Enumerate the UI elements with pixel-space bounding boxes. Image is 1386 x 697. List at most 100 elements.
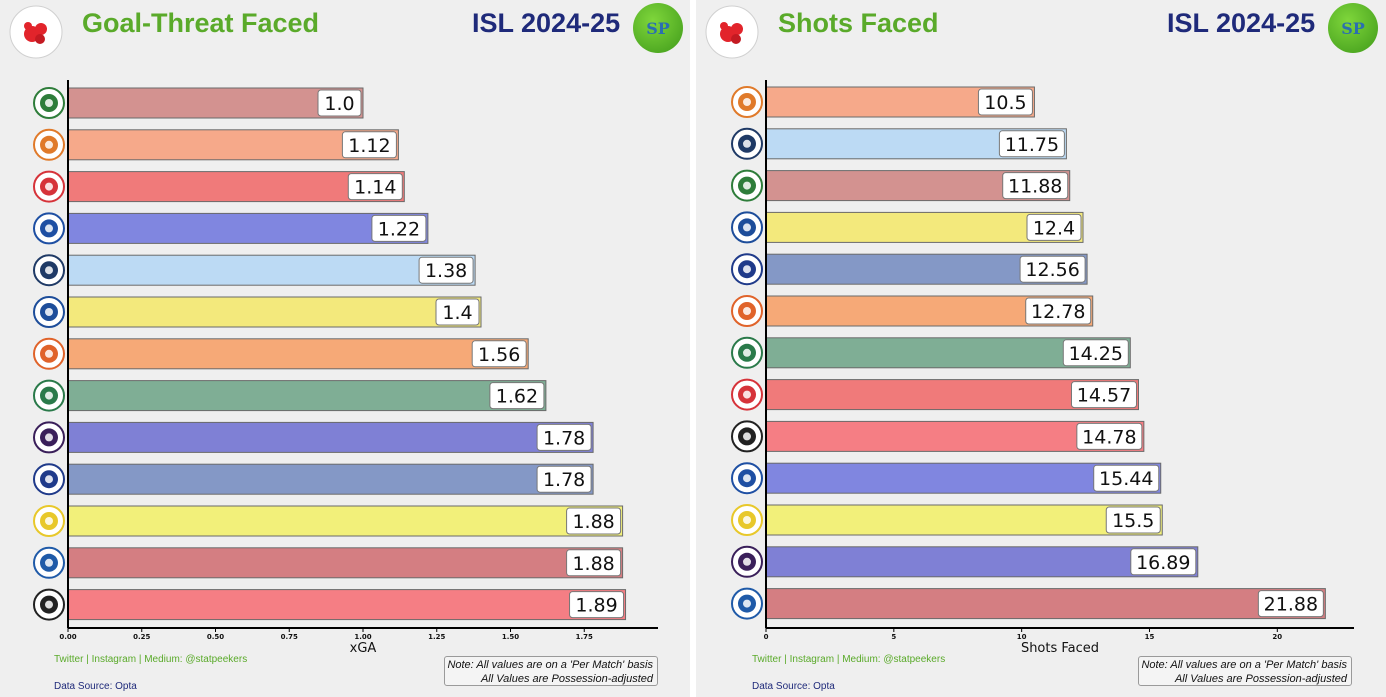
value-label: 1.14 (354, 177, 396, 199)
data-source: Data Source: Opta (54, 681, 137, 692)
team-logo-icon (731, 211, 763, 244)
team-logo-icon (731, 545, 763, 578)
team-logo-icon (33, 546, 65, 579)
value-label: 10.5 (984, 92, 1026, 114)
x-tick-label: 20 (1272, 633, 1282, 641)
bar (67, 212, 429, 244)
value-label: 12.4 (1033, 217, 1075, 239)
value-label-box (1093, 464, 1160, 492)
value-label: 12.56 (1025, 259, 1079, 281)
value-label-box (977, 88, 1033, 116)
value-label-box (1257, 590, 1324, 618)
value-label-box (1002, 172, 1069, 200)
bar (67, 505, 624, 537)
bar (67, 589, 627, 621)
value-label: 1.89 (575, 595, 617, 617)
x-tick-label: 10 (1017, 633, 1027, 641)
x-tick-label: 1.75 (576, 633, 593, 641)
note-line-1: Note: All values are on a 'Per Match' ba… (1141, 659, 1347, 671)
chart-panel-left: Goal-Threat Faced ISL 2024-25 SP 1.0 1.12… (0, 0, 690, 697)
value-label-box (1105, 506, 1161, 534)
chart-panel-right: Shots Faced ISL 2024-25 SP 10.5 11.75 11.8… (696, 0, 1386, 697)
value-label: 1.4 (442, 302, 472, 324)
isl-logo (705, 5, 759, 59)
team-logo-icon (33, 379, 65, 412)
value-label: 1.0 (324, 93, 354, 115)
value-label-box (371, 214, 427, 242)
shots-faced-bar-chart: 10.5 11.75 11.88 12.4 12.56 12.78 14.25 14.57 14… (731, 80, 1354, 656)
xga-bar-chart: 1.01.121.141.221.381.41.561.621.781.781.… (33, 80, 658, 656)
team-logo-icon (33, 463, 65, 496)
bar (765, 546, 1199, 578)
x-tick-label: 0.50 (207, 633, 224, 641)
team-logo-icon (33, 505, 65, 537)
bar (67, 254, 476, 286)
value-label-box (435, 298, 480, 326)
value-label-box (536, 465, 592, 493)
team-logo-icon (33, 421, 65, 454)
value-label: 11.75 (1005, 134, 1059, 156)
bar (67, 421, 594, 453)
team-logo-icon (731, 253, 763, 286)
bar (67, 463, 594, 495)
value-label: 15.44 (1099, 468, 1153, 490)
team-logo-icon (731, 378, 763, 411)
team-logo-icon (731, 295, 763, 327)
team-logo-icon (731, 420, 763, 453)
value-label: 1.56 (478, 344, 520, 366)
sp-badge-icon: SP (633, 3, 683, 53)
value-label-box (1130, 548, 1197, 576)
team-logo-icon (33, 296, 65, 328)
bar (67, 380, 547, 412)
x-axis-label: Shots Faced (1021, 641, 1099, 656)
team-logo-icon (33, 128, 65, 161)
bar (67, 547, 624, 579)
team-logo-icon (33, 254, 65, 287)
value-label-box (566, 549, 622, 577)
value-label: 1.88 (572, 553, 614, 575)
value-label: 1.62 (496, 386, 538, 408)
value-label: 14.78 (1082, 426, 1136, 448)
value-label-box (566, 507, 622, 535)
bar (67, 87, 364, 119)
value-label-box (1026, 213, 1082, 241)
x-tick-label: 0.25 (133, 633, 150, 641)
value-label-box (317, 89, 362, 117)
team-logo-icon (33, 588, 65, 621)
value-label: 1.12 (348, 135, 390, 157)
value-label-box (347, 173, 403, 201)
team-logo-icon (731, 127, 763, 160)
x-tick-label: 0.00 (59, 633, 76, 641)
x-tick-label: 15 (1145, 633, 1155, 641)
value-label-box (1076, 422, 1143, 450)
value-label-box (489, 382, 545, 410)
note-line-2: All Values are Possession-adjusted (480, 673, 653, 685)
value-label: 1.78 (543, 427, 585, 449)
value-label-box (1019, 255, 1086, 283)
value-label-box (1062, 339, 1129, 367)
value-label-box (998, 130, 1065, 158)
bar (765, 504, 1163, 536)
team-logo-icon (731, 336, 763, 369)
x-tick-label: 1.00 (354, 633, 371, 641)
x-tick-label: 0 (764, 633, 769, 641)
x-tick-label: 0.75 (281, 633, 298, 641)
x-tick-label: 1.25 (428, 633, 445, 641)
social-links: Twitter | Instagram | Medium: @statpeeke… (752, 654, 946, 665)
season-label: ISL 2024-25 (472, 8, 621, 38)
value-label: 15.5 (1112, 510, 1154, 532)
isl-logo (9, 5, 63, 59)
bar (765, 588, 1326, 620)
social-links: Twitter | Instagram | Medium: @statpeeke… (54, 654, 248, 665)
season-label: ISL 2024-25 (1167, 8, 1316, 38)
value-label: 1.78 (543, 469, 585, 491)
value-label: 12.78 (1031, 301, 1085, 323)
team-logo-icon (33, 337, 65, 370)
value-label-box (536, 423, 592, 451)
value-label-box (341, 131, 397, 159)
x-tick-label: 5 (891, 633, 896, 641)
chart-title: Goal-Threat Faced (82, 8, 320, 38)
team-logo-icon (33, 87, 65, 119)
value-label-box (471, 340, 527, 368)
team-logo-icon (33, 212, 65, 245)
